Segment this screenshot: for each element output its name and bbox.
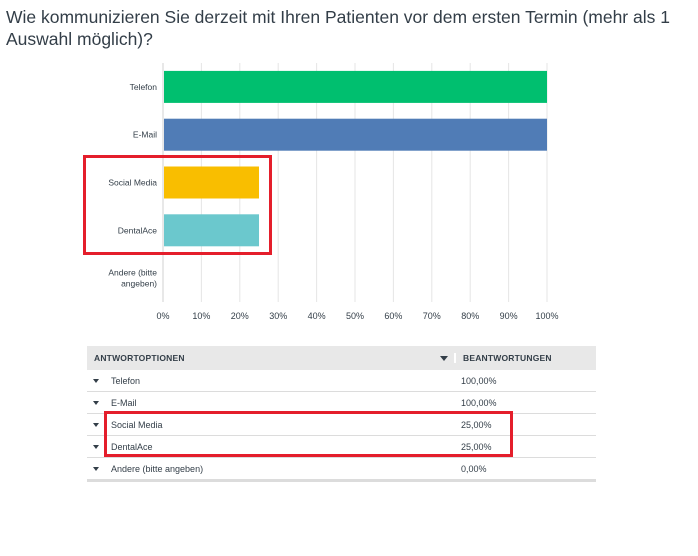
row-option-label: Andere (bitte angeben) [111, 463, 204, 474]
table-header-row: ANTWORTOPTIONEN BEANTWORTUNGEN [87, 346, 596, 370]
header-answer-options[interactable]: ANTWORTOPTIONEN [87, 346, 454, 370]
row-response-value: 100,00% [461, 397, 497, 408]
bar-social-media [164, 166, 259, 199]
response-table: ANTWORTOPTIONEN BEANTWORTUNGEN Telefon 1… [87, 346, 596, 482]
bar-chart: 0% 10% 20% 30% 40% 50% 60% 70% 80% 90% 100% Telefon… [108, 63, 559, 321]
category-label: Andere (bitte angeben) [108, 268, 157, 289]
x-tick-label: 70% [423, 311, 441, 321]
row-response-value: 100,00% [461, 375, 497, 386]
x-tick-label: 90% [500, 311, 518, 321]
expand-caret-icon[interactable] [93, 422, 99, 427]
header-responses: BEANTWORTUNGEN [454, 346, 596, 370]
table-row: Andere (bitte angeben) 0,00% [87, 457, 596, 482]
category-label: DentalAce [118, 225, 157, 235]
header-answer-options-label: ANTWORTOPTIONEN [94, 353, 185, 363]
x-tick-label: 60% [384, 311, 402, 321]
expand-caret-icon[interactable] [93, 444, 99, 449]
bar-e-mail [164, 118, 547, 151]
expand-caret-icon[interactable] [93, 400, 99, 405]
question-title: Wie kommunizieren Sie derzeit mit Ihren … [6, 7, 670, 49]
x-tick-label: 50% [346, 311, 364, 321]
highlight-box-chart [83, 155, 272, 255]
header-responses-label: BEANTWORTUNGEN [454, 353, 596, 363]
table-row: DentalAce 25,00% [87, 435, 596, 458]
row-option-label: Social Media [111, 419, 163, 430]
category-label: Telefon [130, 82, 158, 92]
expand-caret-icon[interactable] [93, 466, 99, 471]
x-tick-label: 20% [231, 311, 249, 321]
table-row: Telefon 100,00% [87, 370, 596, 392]
row-option-label: Telefon [111, 375, 141, 386]
x-tick-label: 0% [156, 311, 169, 321]
sort-caret-icon[interactable] [440, 355, 448, 361]
highlight-box-table [104, 411, 513, 457]
x-tick-label: 40% [308, 311, 326, 321]
row-response-value: 0,00% [461, 463, 487, 474]
row-option-label: DentalAce [111, 441, 153, 452]
x-tick-label: 80% [461, 311, 479, 321]
x-tick-label: 10% [192, 311, 210, 321]
category-label: E-Mail [133, 130, 157, 140]
bar-telefon [164, 70, 547, 103]
expand-caret-icon[interactable] [93, 378, 99, 383]
table-row: Social Media 25,00% [87, 413, 596, 436]
bar-dentalace [164, 214, 259, 247]
x-tick-label: 30% [269, 311, 287, 321]
row-option-label: E-Mail [111, 397, 137, 408]
x-tick-label: 100% [535, 311, 558, 321]
row-response-value: 25,00% [461, 441, 492, 452]
category-label: Social Media [108, 178, 157, 188]
row-response-value: 25,00% [461, 419, 492, 430]
